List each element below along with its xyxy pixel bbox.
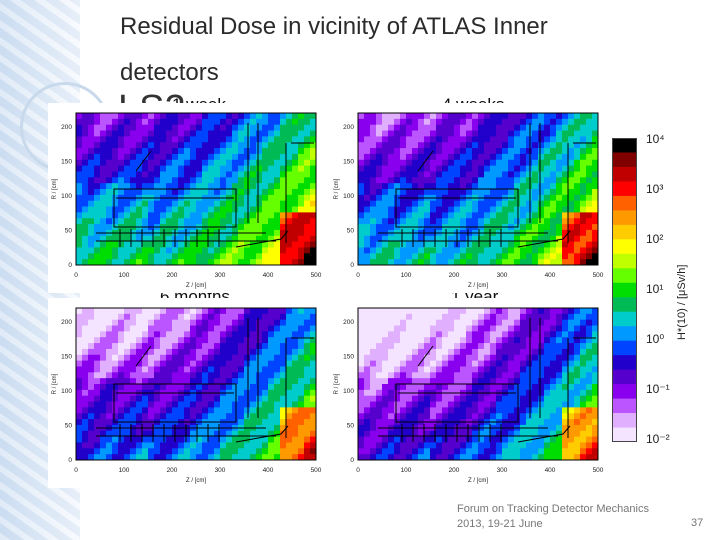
x-tick-label: 300 [215,272,226,279]
x-tick-label: 100 [119,467,130,474]
footer-line-1: Forum on Tracking Detector Mechanics [457,503,649,515]
x-tick-label: 400 [263,467,274,474]
colorbar-tick-label: 10⁴ [646,132,665,146]
colorbar-swatch [612,268,637,284]
y-tick-label: 150 [61,158,72,165]
x-tick-label: 0 [356,467,360,474]
y-tick-label: 0 [350,262,354,269]
x-tick-label: 200 [167,467,178,474]
y-tick-label: 200 [61,124,72,131]
colorbar-swatch [612,398,637,414]
x-tick-label: 300 [215,467,226,474]
y-tick-label: 100 [343,193,354,200]
x-tick-label: 100 [119,272,130,279]
y-tick-label: 150 [343,158,354,165]
x-axis-label: Z / [cm] [468,283,488,289]
y-tick-label: 50 [347,227,355,234]
dose-map-6-months: 0 100 200 300 400 500 0 50 100 150 200 Z / [cm] R / … [48,298,326,488]
x-tick-label: 100 [401,467,412,474]
dose-grid [358,308,599,461]
footer-line-2: 2013, 19-21 June [457,518,543,530]
y-tick-label: 50 [347,422,355,429]
colorbar-axis-label: H*(10) / [μSv/h] [676,264,688,340]
colorbar-swatch [612,282,637,298]
x-tick-label: 0 [74,467,78,474]
y-tick-label: 100 [61,193,72,200]
x-tick-label: 300 [497,467,508,474]
colorbar-swatch [612,369,637,385]
colorbar-swatch [612,413,637,429]
colorbar-tick-label: 10⁻¹ [646,382,670,396]
colorbar-swatch [612,166,637,182]
colorbar-swatch [612,297,637,313]
colorbar-swatch [612,326,637,342]
x-tick-label: 400 [263,272,274,279]
x-tick-label: 300 [497,272,508,279]
x-tick-label: 200 [449,272,460,279]
colorbar-tick-label: 10² [646,232,664,246]
y-tick-label: 200 [343,124,354,131]
colorbar-tick-label: 10⁰ [646,332,665,346]
dose-map-4-weeks: 0 100 200 300 400 500 0 50 100 150 200 Z / [cm] R / … [330,103,608,293]
y-axis-label: R / [cm] [334,178,340,199]
slide-title: Residual Dose in vicinity of ATLAS Inner… [120,13,548,86]
colorbar-swatch [612,355,637,371]
y-axis-label: R / [cm] [52,178,58,199]
y-axis-label: R / [cm] [52,373,58,394]
y-tick-label: 150 [343,353,354,360]
y-tick-label: 0 [350,457,354,464]
colorbar-swatch [612,152,637,168]
y-tick-label: 150 [61,353,72,360]
x-tick-label: 500 [311,272,322,279]
x-axis-label: Z / [cm] [468,478,488,484]
colorbar-swatch [612,384,637,400]
colorbar-swatch [612,210,637,226]
dose-map-1-year: 0 100 200 300 400 500 0 50 100 150 200 Z / [cm] R / … [330,298,608,488]
x-tick-label: 0 [356,272,360,279]
x-axis-label: Z / [cm] [186,478,206,484]
colorbar-swatch [612,427,637,442]
x-tick-label: 500 [593,272,604,279]
colorbar-swatch [612,195,637,211]
y-tick-label: 0 [68,262,72,269]
y-tick-label: 200 [343,319,354,326]
colorbar [612,138,637,442]
y-tick-label: 200 [61,319,72,326]
y-tick-label: 100 [343,388,354,395]
detector-outline [75,112,317,266]
colorbar-tick-label: 10³ [646,182,664,196]
page-number: 37 [691,517,704,529]
colorbar-swatch [612,181,637,197]
footer-text: Forum on Tracking Detector Mechanics 201… [457,502,649,532]
y-axis-label: R / [cm] [334,373,340,394]
x-axis-label: Z / [cm] [186,283,206,289]
y-tick-label: 50 [65,422,73,429]
colorbar-swatch [612,253,637,269]
colorbar-tick-label: 10⁻² [646,432,670,446]
colorbar-swatch [612,311,637,327]
y-tick-label: 100 [61,388,72,395]
x-tick-label: 500 [593,467,604,474]
colorbar-swatch [612,224,637,240]
x-tick-label: 500 [311,467,322,474]
colorbar-swatch [612,239,637,255]
x-tick-label: 400 [545,272,556,279]
y-tick-label: 0 [68,457,72,464]
dose-map-1-week: 0 100 200 300 400 500 0 50 100 150 200 Z / [cm] R / … [48,103,326,293]
colorbar-swatch [612,138,637,153]
colorbar-swatch [612,340,637,356]
x-tick-label: 200 [449,467,460,474]
colorbar-tick-label: 10¹ [646,282,664,296]
x-tick-label: 0 [74,272,78,279]
x-tick-label: 400 [545,467,556,474]
detector-outline [357,112,599,266]
detector-outline [357,307,599,461]
x-tick-label: 200 [167,272,178,279]
detector-outline [75,307,317,461]
y-tick-label: 50 [65,227,73,234]
x-tick-label: 100 [401,272,412,279]
